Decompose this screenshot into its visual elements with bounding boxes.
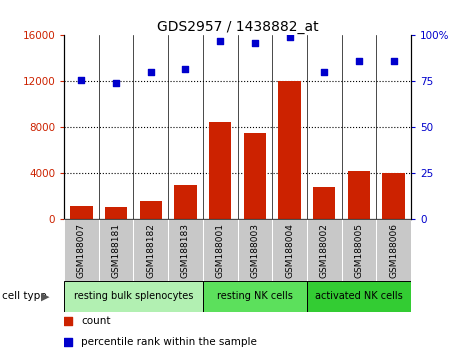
- Bar: [238, 219, 272, 281]
- Bar: [99, 219, 133, 281]
- Text: GSM188181: GSM188181: [112, 223, 121, 278]
- Point: [286, 34, 294, 40]
- Text: GSM188182: GSM188182: [146, 223, 155, 278]
- Text: GSM188183: GSM188183: [181, 223, 190, 278]
- Bar: [209, 122, 231, 219]
- Point: [251, 40, 259, 46]
- Point: [113, 80, 120, 86]
- Bar: [105, 207, 127, 219]
- Text: count: count: [82, 316, 111, 326]
- Bar: [140, 201, 162, 219]
- Text: GSM188006: GSM188006: [389, 223, 398, 278]
- Bar: [64, 219, 99, 281]
- Point: [265, 250, 273, 256]
- Bar: [307, 281, 411, 312]
- Point: [355, 58, 363, 64]
- Bar: [307, 219, 342, 281]
- Text: resting bulk splenocytes: resting bulk splenocytes: [74, 291, 193, 302]
- Bar: [64, 281, 203, 312]
- Bar: [342, 219, 376, 281]
- Point: [147, 69, 155, 75]
- Text: GSM188004: GSM188004: [285, 223, 294, 278]
- Point: [181, 66, 189, 72]
- Bar: [168, 219, 203, 281]
- Bar: [244, 133, 266, 219]
- Bar: [313, 187, 335, 219]
- Point: [217, 38, 224, 44]
- Bar: [203, 281, 307, 312]
- Text: GSM188002: GSM188002: [320, 223, 329, 278]
- Text: GSM188003: GSM188003: [250, 223, 259, 278]
- Title: GDS2957 / 1438882_at: GDS2957 / 1438882_at: [157, 21, 318, 34]
- Bar: [272, 219, 307, 281]
- Bar: [376, 219, 411, 281]
- Text: GSM188001: GSM188001: [216, 223, 225, 278]
- Bar: [278, 81, 301, 219]
- Text: resting NK cells: resting NK cells: [217, 291, 293, 302]
- Text: cell type: cell type: [2, 291, 47, 302]
- Text: percentile rank within the sample: percentile rank within the sample: [82, 337, 257, 347]
- Text: ▶: ▶: [41, 291, 49, 302]
- Point: [265, 63, 273, 68]
- Point: [390, 58, 397, 64]
- Point: [78, 77, 86, 82]
- Bar: [382, 173, 405, 219]
- Bar: [348, 171, 370, 219]
- Text: GSM188007: GSM188007: [77, 223, 86, 278]
- Text: GSM188005: GSM188005: [354, 223, 363, 278]
- Bar: [203, 219, 238, 281]
- Bar: [70, 206, 93, 219]
- Point: [320, 69, 328, 75]
- Bar: [133, 219, 168, 281]
- Text: activated NK cells: activated NK cells: [315, 291, 403, 302]
- Bar: [174, 185, 197, 219]
